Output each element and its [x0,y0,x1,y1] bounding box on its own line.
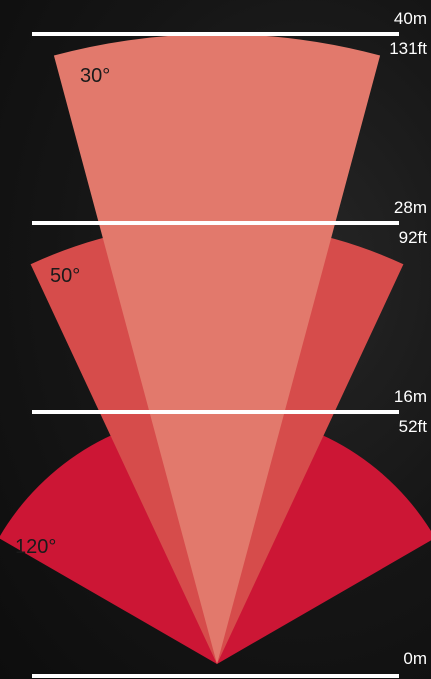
distance-line-0m [32,674,399,678]
distance-label-40m: 40m [394,9,427,28]
distance-label-28m: 28m [394,198,427,217]
distance-lines [32,32,399,678]
distance-label-0m: 0m [403,649,427,668]
distance-line-40m [32,32,399,36]
labels-layer: 120° 50° 30° 40m 131ft 28m 92ft 16m 52ft 0m [15,9,427,668]
distance-label-28m-feet: 92ft [399,228,428,247]
beam-50-angle-label: 50° [50,265,80,287]
beam-30-sector [53,34,381,664]
beam-120-angle-label: 120° [15,536,56,558]
beams-layer [0,34,431,664]
distance-line-28m [32,221,399,225]
distance-label-16m-feet: 52ft [399,417,428,436]
distance-label-16m: 16m [394,387,427,406]
distance-label-40m-feet: 131ft [389,39,427,58]
distance-line-16m [32,410,399,414]
beam-30-angle-label: 30° [80,65,110,87]
